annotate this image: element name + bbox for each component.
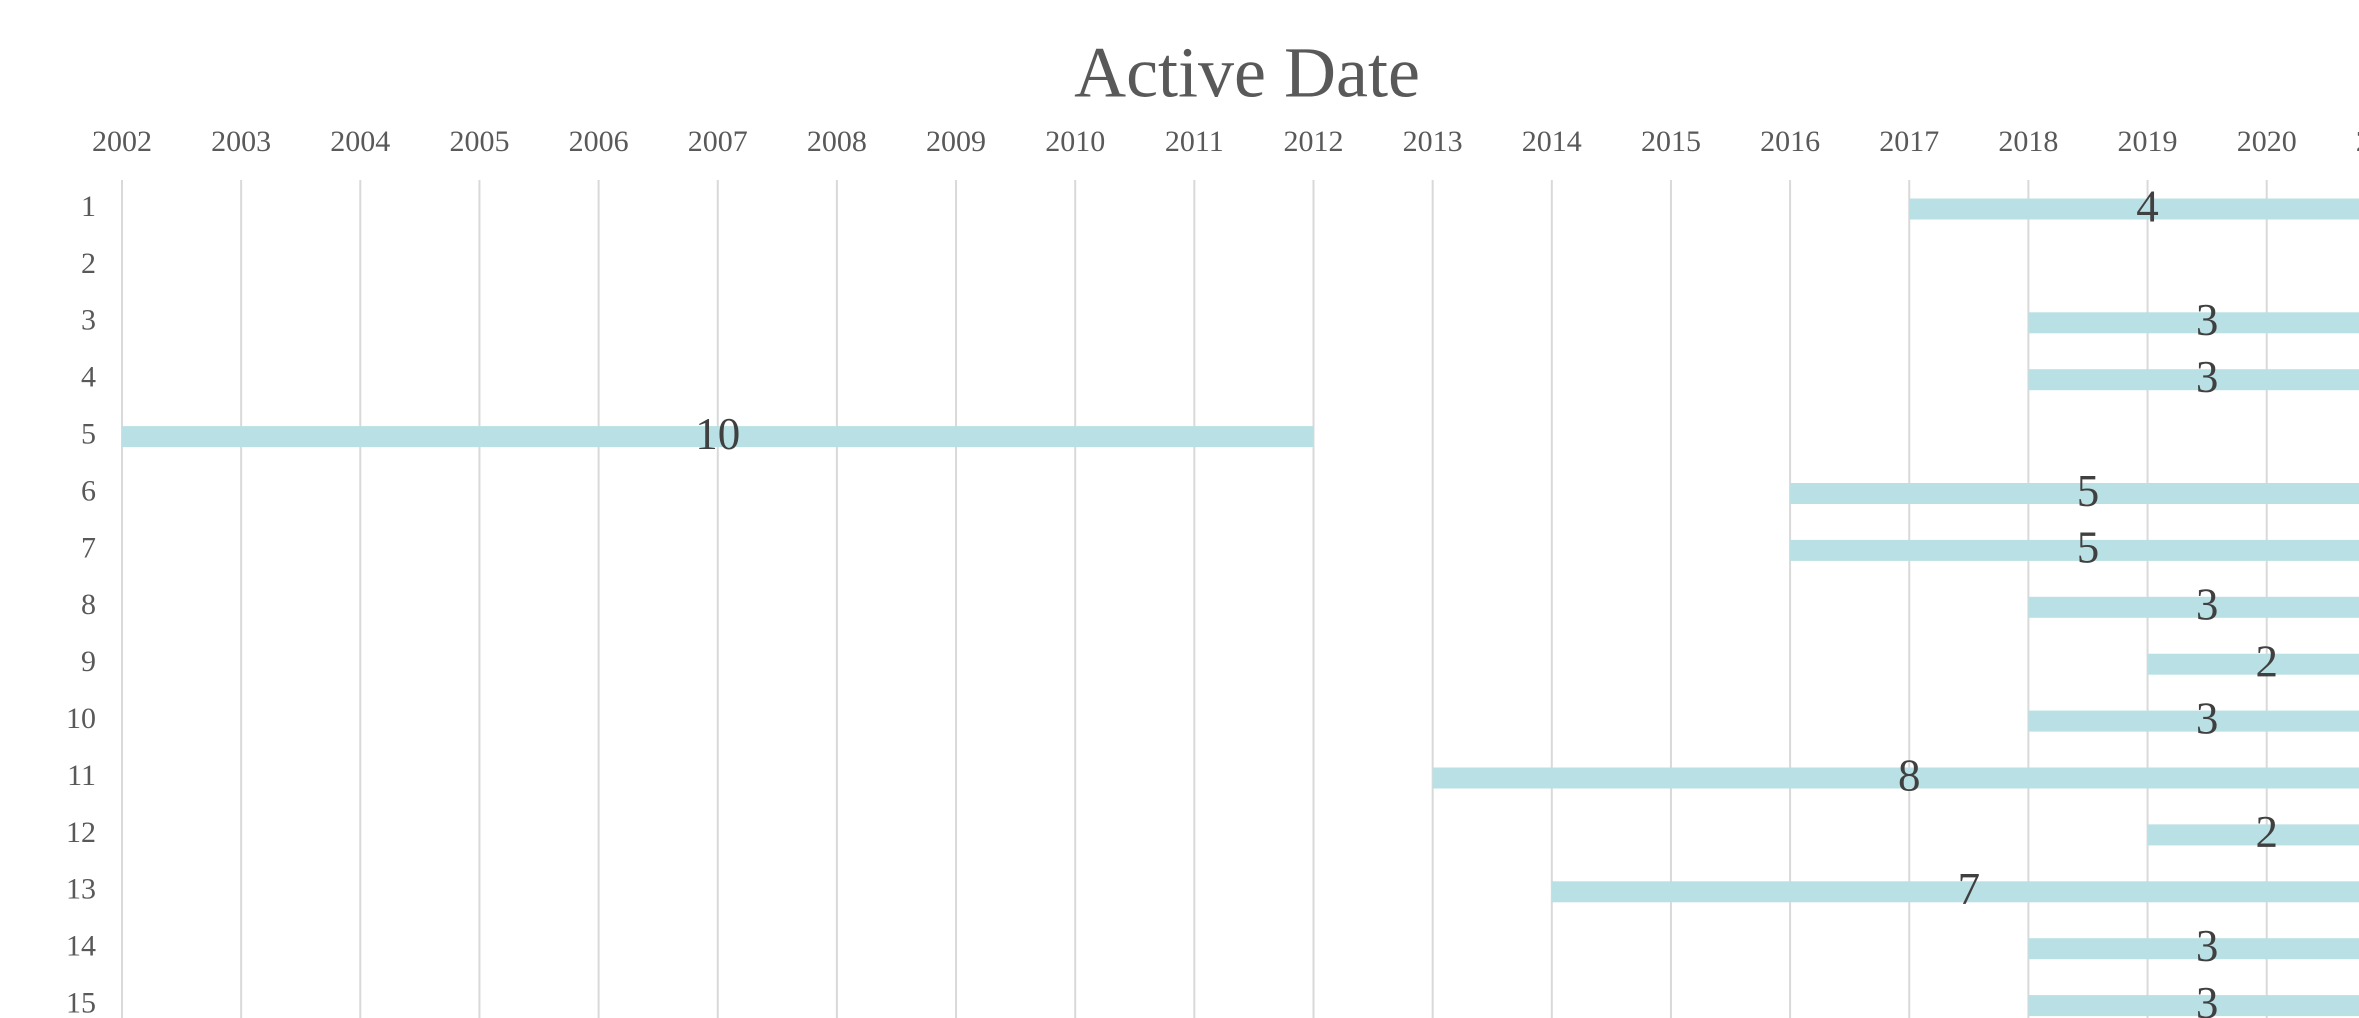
y-tick-label: 15 [66,986,96,1018]
data-label: 7 [1958,864,1981,914]
bar [2028,596,2359,618]
y-tick-label: 4 [81,361,96,394]
x-tick-label: 2007 [688,125,748,158]
chart-title: Active Date [1074,33,1420,113]
data-label: 2 [2255,637,2278,687]
x-tick-label: 2004 [330,125,390,158]
y-tick-label: 10 [66,702,96,735]
y-tick-label: 7 [81,531,96,564]
x-tick-label: 2016 [1760,125,1820,158]
y-tick-label: 11 [67,759,96,792]
x-tick-label: 2009 [926,125,986,158]
y-tick-label: 2 [81,247,96,280]
bar [122,426,1314,448]
bar [1551,881,2359,903]
data-label: 3 [2196,921,2219,971]
data-label: 8 [1898,750,1921,800]
bar [1909,198,2359,220]
bar [2028,369,2359,391]
y-tick-label: 9 [81,645,96,678]
x-tick-label: 2018 [1998,125,2058,158]
x-tick-label: 2014 [1522,125,1582,158]
x-tick-label: 2021 [2356,125,2359,158]
data-label: 3 [2196,352,2219,402]
x-tick-label: 2010 [1045,125,1105,158]
x-tick-label: 2015 [1641,125,1701,158]
x-tick-label: 2002 [92,125,152,158]
data-label: 2 [2255,807,2278,857]
bar [2028,312,2359,334]
data-label: 4 [2136,181,2159,231]
bar [2028,710,2359,732]
y-tick-label: 6 [81,474,96,507]
x-tick-label: 2006 [569,125,629,158]
bar [2147,653,2359,675]
data-label: 5 [2077,523,2100,573]
x-tick-label: 2011 [1165,125,1224,158]
bar [2028,938,2359,960]
data-label: 5 [2077,466,2100,516]
bar [1790,539,2359,561]
x-tick-label: 2013 [1403,125,1463,158]
bar [2028,995,2359,1017]
data-label: 3 [2196,693,2219,743]
x-tick-label: 2008 [807,125,867,158]
data-label: 10 [695,409,740,459]
data-label: 3 [2196,295,2219,345]
data-label: 3 [2196,580,2219,630]
bar [1790,483,2359,504]
x-tick-label: 2003 [211,125,271,158]
x-tick-label: 2012 [1284,125,1344,158]
y-tick-label: 13 [66,873,96,906]
y-tick-label: 3 [81,304,96,337]
bar [1432,767,2359,789]
x-tick-label: 2020 [2237,125,2297,158]
x-tick-label: 2019 [2118,125,2178,158]
x-tick-label: 2017 [1879,125,1939,158]
y-tick-label: 8 [81,588,96,621]
data-label: 3 [2196,978,2219,1018]
y-tick-label: 1 [81,190,96,223]
y-tick-label: 5 [81,417,96,450]
y-tick-label: 14 [66,930,96,963]
bar [2147,824,2359,846]
x-tick-label: 2005 [449,125,509,158]
y-tick-label: 12 [66,816,96,849]
